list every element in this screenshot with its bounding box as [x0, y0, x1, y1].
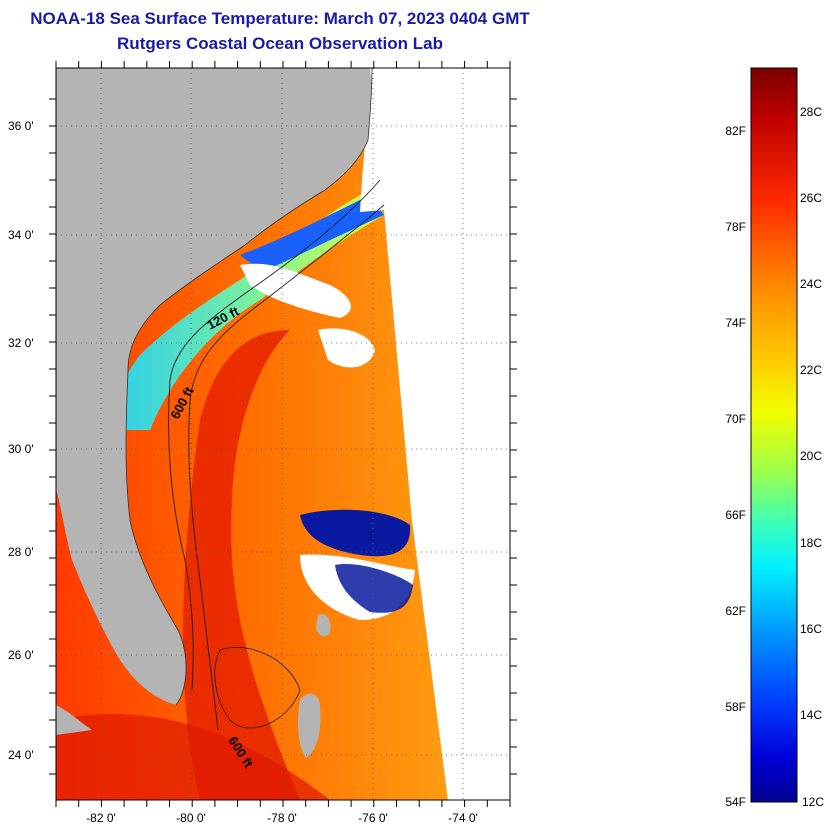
- shelf-water: [119, 190, 384, 430]
- colorbar-label-16c: 16C: [800, 622, 822, 636]
- colorbar-label-74f: 74F: [725, 316, 746, 330]
- colorbar-fahrenheit-labels: 82F 78F 74F 70F 66F 62F 58F 54F: [725, 124, 746, 809]
- lon-label-80: -80 0': [176, 811, 206, 825]
- lat-label-26: 26 0': [8, 648, 34, 662]
- map-title: NOAA-18 Sea Surface Temperature: March 0…: [30, 9, 530, 28]
- lon-label-76: -76 0': [358, 811, 388, 825]
- sst-image: 120 ft 600 ft 600 ft: [56, 68, 510, 800]
- lon-label-74: -74 0': [448, 811, 478, 825]
- colorbar-label-24c: 24C: [800, 277, 822, 291]
- no-data-north: [360, 68, 384, 212]
- colorbar-label-22c: 22C: [800, 363, 822, 377]
- cold-patch-1: [300, 509, 411, 557]
- land-bahamas-andros: [298, 693, 321, 758]
- lon-label-82: -82 0': [86, 811, 116, 825]
- colorbar-label-14c: 14C: [800, 708, 822, 722]
- colorbar-label-18c: 18C: [800, 536, 822, 550]
- contour-bahamas-bank: [214, 647, 301, 729]
- lon-label-78: -78 0': [267, 811, 297, 825]
- colorbar-label-62f: 62F: [725, 604, 746, 618]
- colorbar-label-20c: 20C: [800, 449, 822, 463]
- outside-swath: [384, 210, 510, 800]
- land-keys: [56, 705, 92, 735]
- outside-swath-north: [370, 68, 510, 210]
- cold-patch-2: [335, 564, 413, 613]
- colorbar-label-26c: 26C: [800, 191, 822, 205]
- gulf-warm-water: [56, 713, 330, 800]
- contour-600ft: [188, 204, 385, 731]
- cold-shelf-water: [240, 195, 384, 272]
- colorbar-label-70f: 70F: [725, 412, 746, 426]
- colorbar: [750, 67, 798, 803]
- lat-label-36: 36 0': [8, 119, 34, 133]
- colorbar-label-54f: 54F: [725, 795, 746, 809]
- coastline: [125, 68, 373, 706]
- land-bahamas-north: [316, 614, 331, 637]
- lat-label-24: 24 0': [8, 748, 34, 762]
- colorbar-label-66f: 66F: [725, 508, 746, 522]
- land-southeast-us: [56, 68, 372, 705]
- colorbar-label-58f: 58F: [725, 700, 746, 714]
- graticule: [56, 68, 510, 800]
- contour-120ft: [168, 179, 381, 691]
- colorbar-label-82f: 82F: [725, 124, 746, 138]
- lat-label-32: 32 0': [8, 336, 34, 350]
- lat-label-30: 30 0': [8, 442, 34, 456]
- lat-label-34: 34 0': [8, 228, 34, 242]
- colorbar-label-78f: 78F: [725, 220, 746, 234]
- latitude-labels: 36 0' 34 0' 32 0' 30 0' 28 0' 26 0' 24 0…: [8, 119, 34, 762]
- colorbar-label-12c: 12C: [802, 795, 824, 809]
- colorbar-label-28c: 28C: [800, 105, 822, 119]
- cloud-patch-2: [318, 328, 375, 368]
- colorbar-celsius-labels: 28C 26C 24C 22C 20C 18C 16C 14C 12C: [800, 105, 824, 809]
- longitude-labels: -82 0' -80 0' -78 0' -76 0' -74 0': [86, 811, 478, 825]
- lat-label-28: 28 0': [8, 545, 34, 559]
- map-subtitle: Rutgers Coastal Ocean Observation Lab: [117, 34, 443, 53]
